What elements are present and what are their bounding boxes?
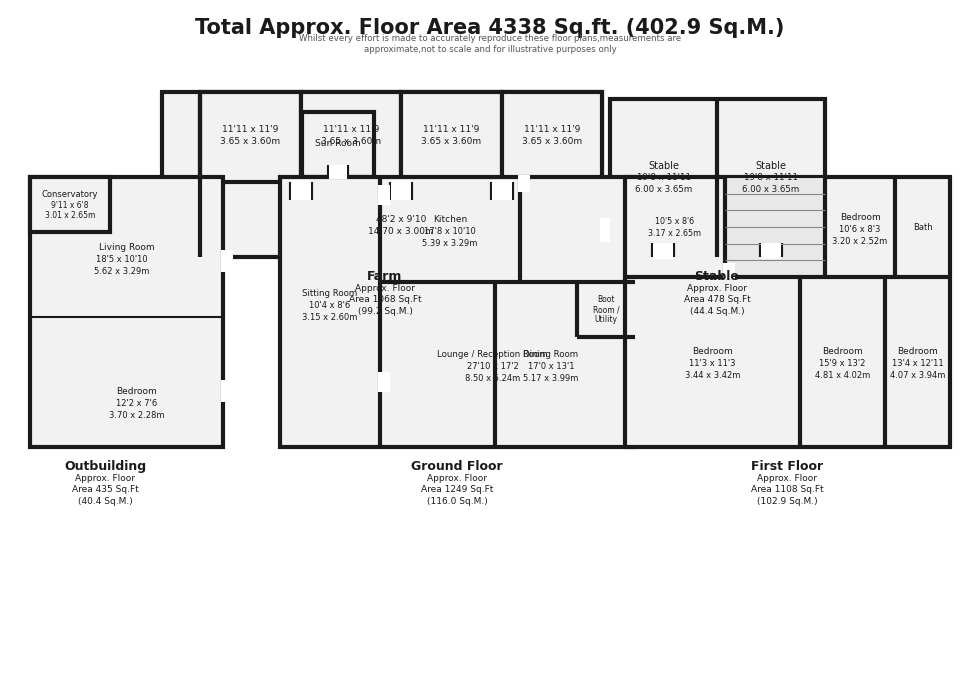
Text: Stable: Stable — [755, 161, 786, 171]
Bar — [162, 92, 602, 257]
Bar — [401, 92, 502, 182]
Text: First Floor: First Floor — [751, 460, 823, 473]
Text: 11'11 x 11'9: 11'11 x 11'9 — [322, 125, 379, 134]
Text: 11'11 x 11'9: 11'11 x 11'9 — [423, 125, 479, 134]
Bar — [280, 177, 635, 447]
Bar — [221, 250, 233, 272]
Text: 17'0 x 13'1: 17'0 x 13'1 — [528, 362, 574, 371]
Bar — [200, 92, 301, 182]
Text: 11'3 x 11'3: 11'3 x 11'3 — [689, 360, 736, 369]
Text: 3.01 x 2.65m: 3.01 x 2.65m — [45, 211, 95, 220]
Text: Approx. Floor
Area 435 Sq.Ft
(40.4 Sq.M.): Approx. Floor Area 435 Sq.Ft (40.4 Sq.M.… — [72, 474, 138, 506]
Bar — [30, 177, 223, 447]
Bar — [653, 243, 673, 259]
Text: Bedroom: Bedroom — [840, 212, 880, 221]
Bar — [725, 177, 825, 277]
Text: 11'11 x 11'9: 11'11 x 11'9 — [222, 125, 278, 134]
Text: 48'2 x 9'10: 48'2 x 9'10 — [375, 215, 426, 224]
Text: 27'10 x 17'2: 27'10 x 17'2 — [466, 362, 518, 371]
Bar — [492, 180, 512, 200]
Text: Approx. Floor
Area 1108 Sq.Ft
(102.9 Sq.M.): Approx. Floor Area 1108 Sq.Ft (102.9 Sq.… — [751, 474, 823, 506]
Text: 3.17 x 2.65m: 3.17 x 2.65m — [649, 228, 702, 237]
Text: 3.70 x 2.28m: 3.70 x 2.28m — [109, 412, 165, 421]
Text: Stable: Stable — [648, 161, 679, 171]
Text: 5.39 x 3.29m: 5.39 x 3.29m — [422, 239, 477, 248]
Text: Outbuilding: Outbuilding — [64, 460, 146, 473]
Text: 14.70 x 3.00m: 14.70 x 3.00m — [368, 228, 434, 237]
Text: 8.50 x 5.24m: 8.50 x 5.24m — [465, 374, 520, 383]
Text: Kitchen: Kitchen — [433, 215, 467, 224]
Text: 3.44 x 3.42m: 3.44 x 3.42m — [685, 372, 740, 381]
Text: Bedroom: Bedroom — [897, 347, 938, 356]
Bar — [610, 99, 825, 257]
Text: Room /: Room / — [593, 305, 619, 314]
Text: Farm: Farm — [368, 270, 403, 283]
Text: Sitting Room: Sitting Room — [303, 289, 358, 298]
Bar — [329, 165, 347, 179]
Text: Boot: Boot — [597, 295, 614, 304]
Text: 17'8 x 10'10: 17'8 x 10'10 — [424, 227, 476, 236]
Text: 5.62 x 3.29m: 5.62 x 3.29m — [94, 268, 149, 277]
Text: 3.65 x 3.60m: 3.65 x 3.60m — [521, 138, 582, 147]
Text: Lounge / Reception Room: Lounge / Reception Room — [437, 350, 548, 359]
Text: 3.65 x 3.60m: 3.65 x 3.60m — [421, 138, 481, 147]
Text: 4.07 x 3.94m: 4.07 x 3.94m — [890, 372, 945, 381]
Text: Utility: Utility — [595, 316, 617, 325]
Text: Whilst every effort is made to accurately reproduce these floor plans,measuremen: Whilst every effort is made to accuratel… — [299, 34, 681, 55]
Text: Living Room: Living Room — [99, 242, 154, 251]
Text: Dining Room: Dining Room — [523, 350, 578, 359]
Bar — [221, 380, 233, 402]
Bar — [723, 263, 735, 279]
Bar — [625, 177, 950, 447]
Text: 9'11 x 6'8: 9'11 x 6'8 — [51, 201, 89, 210]
Bar — [302, 112, 374, 177]
Bar — [301, 92, 401, 182]
Text: 13'4 x 12'11: 13'4 x 12'11 — [892, 360, 944, 369]
Text: 6.00 x 3.65m: 6.00 x 3.65m — [635, 185, 692, 194]
Text: 6.00 x 3.65m: 6.00 x 3.65m — [742, 185, 799, 194]
Text: Bath: Bath — [912, 223, 932, 232]
Text: 19'8 x 11'11: 19'8 x 11'11 — [636, 174, 691, 183]
Text: Conservatory: Conservatory — [42, 190, 98, 199]
Bar — [761, 243, 781, 259]
Text: 19'8 x 11'11: 19'8 x 11'11 — [744, 174, 798, 183]
Bar — [378, 372, 390, 392]
Text: Approx. Floor
Area 478 Sq.Ft
(44.4 Sq.M.): Approx. Floor Area 478 Sq.Ft (44.4 Sq.M.… — [684, 284, 751, 316]
Text: 3.15 x 2.60m: 3.15 x 2.60m — [302, 313, 358, 322]
Bar — [30, 177, 110, 232]
Bar — [502, 92, 602, 182]
Text: 3.65 x 3.60m: 3.65 x 3.60m — [320, 138, 381, 147]
Bar — [290, 180, 311, 200]
Text: Sun Room: Sun Room — [316, 140, 361, 149]
Text: 5.17 x 3.99m: 5.17 x 3.99m — [523, 374, 578, 383]
Text: Ground Floor: Ground Floor — [412, 460, 503, 473]
Text: Total Approx. Floor Area 4338 Sq.ft. (402.9 Sq.M.): Total Approx. Floor Area 4338 Sq.ft. (40… — [195, 18, 785, 38]
Text: 12'2 x 7'6: 12'2 x 7'6 — [116, 399, 157, 408]
Text: Bedroom: Bedroom — [692, 347, 733, 356]
Text: Bedroom: Bedroom — [116, 388, 157, 397]
Bar — [391, 180, 411, 200]
Text: 10'5 x 8'6: 10'5 x 8'6 — [656, 217, 695, 226]
Text: 11'11 x 11'9: 11'11 x 11'9 — [523, 125, 580, 134]
Text: 10'6 x 8'3: 10'6 x 8'3 — [839, 224, 881, 233]
Text: 10'4 x 8'6: 10'4 x 8'6 — [310, 302, 351, 311]
Bar — [378, 185, 390, 205]
Text: 3.65 x 3.60m: 3.65 x 3.60m — [220, 138, 280, 147]
Text: Approx. Floor
Area 1068 Sq.Ft
(99.2 Sq.M.): Approx. Floor Area 1068 Sq.Ft (99.2 Sq.M… — [349, 284, 421, 316]
Text: Bedroom: Bedroom — [822, 347, 862, 356]
Text: 18'5 x 10'10: 18'5 x 10'10 — [96, 255, 147, 264]
Text: Stable: Stable — [695, 270, 740, 283]
Text: 3.20 x 2.52m: 3.20 x 2.52m — [832, 237, 888, 246]
Bar — [518, 175, 530, 192]
Text: Approx. Floor
Area 1249 Sq.Ft
(116.0 Sq.M.): Approx. Floor Area 1249 Sq.Ft (116.0 Sq.… — [420, 474, 493, 506]
Text: 4.81 x 4.02m: 4.81 x 4.02m — [815, 372, 870, 381]
Text: 15'9 x 13'2: 15'9 x 13'2 — [819, 360, 865, 369]
Bar — [600, 218, 610, 242]
